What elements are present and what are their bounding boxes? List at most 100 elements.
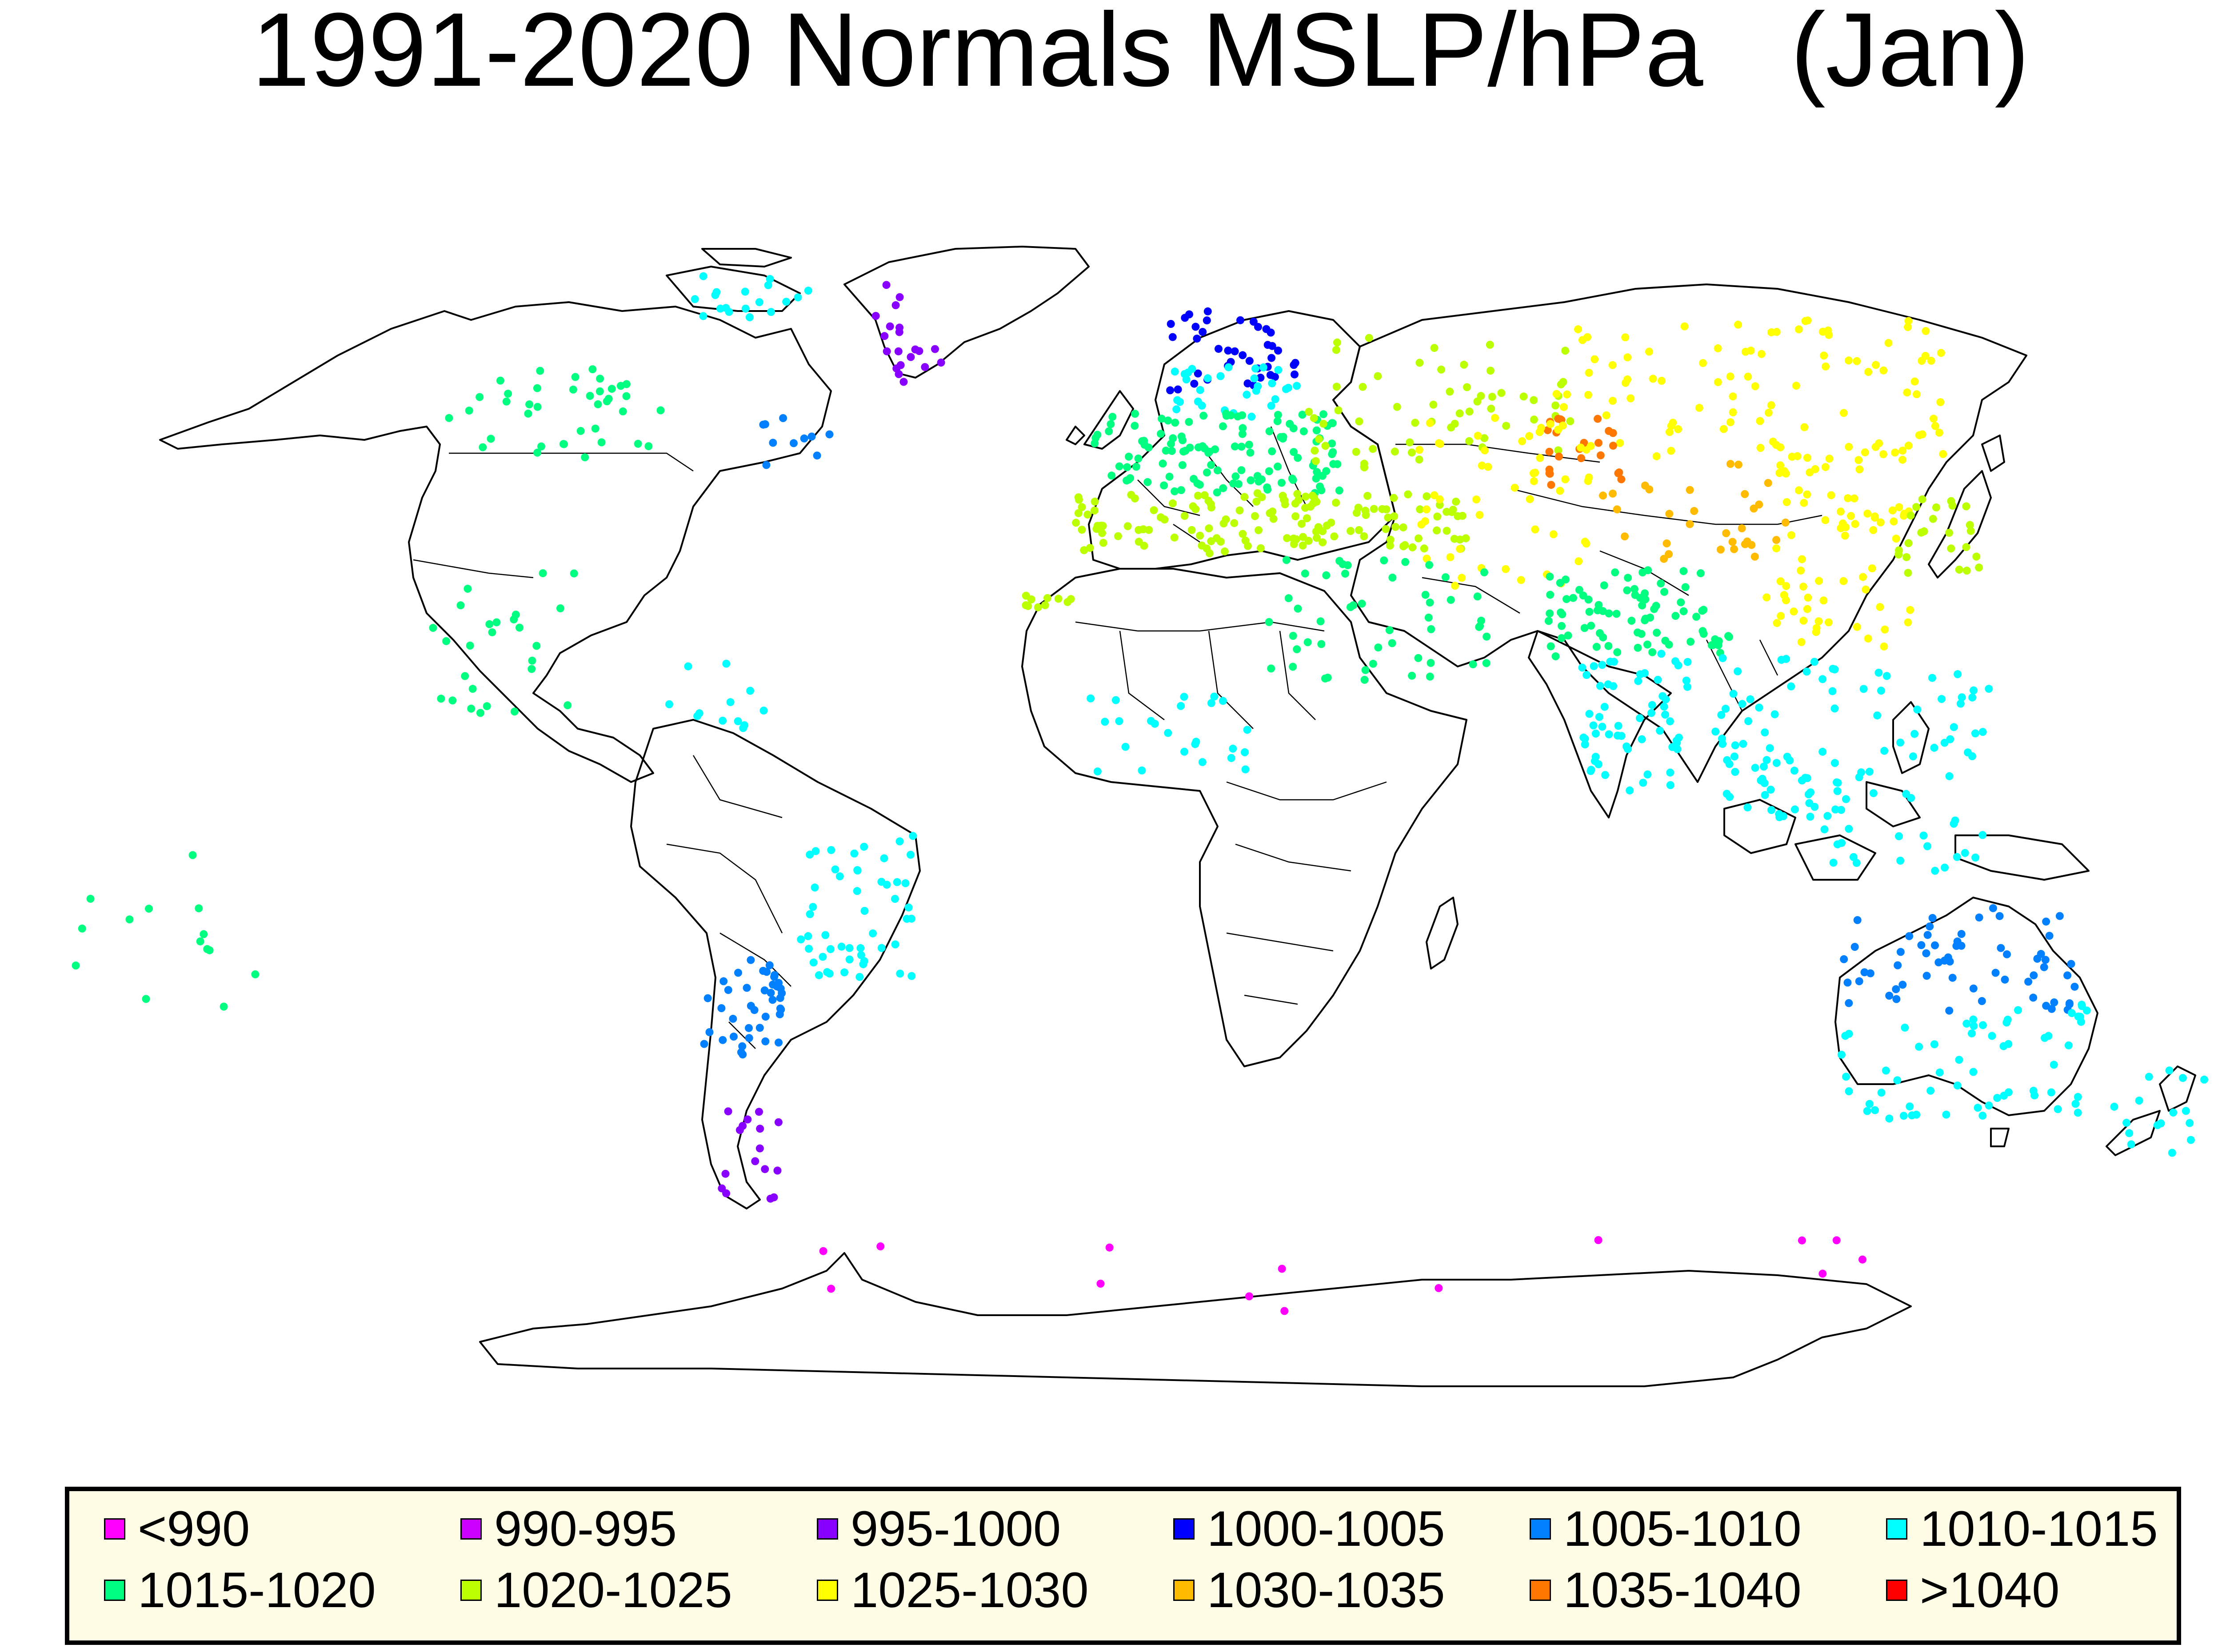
station-marker — [869, 929, 877, 938]
legend-swatch — [1530, 1580, 1551, 1601]
station-marker — [1416, 505, 1424, 514]
station-marker — [1843, 978, 1852, 987]
station-marker — [1167, 320, 1175, 328]
station-marker — [502, 397, 511, 406]
station-marker — [1995, 912, 2004, 920]
station-marker — [1858, 1255, 1866, 1264]
station-marker — [1480, 446, 1489, 455]
station-marker — [767, 308, 775, 316]
legend-label: <990 — [138, 1501, 250, 1556]
station-marker — [1951, 816, 1959, 825]
station-marker — [1604, 680, 1612, 689]
station-marker — [533, 384, 541, 392]
station-marker — [1962, 567, 1971, 575]
station-marker — [716, 304, 724, 313]
station-marker — [1552, 390, 1561, 398]
station-marker — [1714, 344, 1722, 352]
station-marker — [1187, 526, 1196, 534]
station-marker — [1078, 526, 1086, 534]
station-marker — [1969, 1068, 1978, 1076]
station-marker — [882, 281, 891, 289]
station-marker — [196, 937, 204, 946]
station-marker — [747, 1002, 755, 1010]
station-marker — [1406, 438, 1414, 447]
station-marker — [1967, 1029, 1976, 1037]
station-marker — [759, 706, 768, 715]
station-marker — [1803, 316, 1812, 325]
station-marker — [1204, 449, 1213, 457]
station-marker — [1968, 752, 1976, 760]
station-marker — [1621, 333, 1630, 342]
station-marker — [1555, 452, 1563, 461]
station-marker — [819, 1247, 827, 1255]
station-marker — [1955, 566, 1963, 574]
station-marker — [2014, 1006, 2022, 1014]
station-marker — [1556, 487, 1564, 495]
station-marker — [1731, 741, 1739, 750]
station-marker — [72, 962, 80, 970]
station-marker — [607, 385, 616, 393]
station-marker — [1443, 527, 1451, 535]
station-marker — [1895, 832, 1903, 840]
station-marker — [1818, 747, 1827, 756]
station-marker — [1612, 610, 1621, 618]
station-marker — [1782, 655, 1790, 663]
legend-swatch — [817, 1580, 838, 1601]
station-marker — [1926, 1086, 1935, 1095]
station-marker — [1585, 473, 1593, 482]
station-marker — [1160, 481, 1168, 490]
station-marker — [1595, 439, 1603, 447]
station-marker — [1332, 499, 1340, 507]
station-marker — [1546, 420, 1555, 428]
station-marker — [1917, 941, 1926, 950]
legend-item: >1040 — [1886, 1565, 2060, 1615]
station-marker — [1543, 426, 1552, 435]
station-marker — [1941, 863, 1949, 872]
station-marker — [717, 1004, 726, 1012]
station-marker — [1928, 914, 1937, 922]
station-marker — [1435, 501, 1444, 509]
station-marker — [1798, 776, 1806, 785]
station-marker — [1531, 525, 1539, 534]
station-marker — [1863, 1107, 1871, 1115]
legend-label: 1015-1020 — [138, 1562, 376, 1618]
station-marker — [1728, 538, 1737, 546]
station-marker — [1898, 447, 1907, 455]
station-marker — [251, 970, 260, 978]
station-marker — [1253, 489, 1262, 498]
station-marker — [1923, 931, 1932, 939]
station-marker — [1482, 659, 1491, 667]
station-marker — [1236, 316, 1244, 324]
station-marker — [1904, 317, 1913, 325]
station-marker — [1637, 630, 1646, 638]
station-marker — [1293, 490, 1302, 498]
station-marker — [860, 957, 868, 966]
station-marker — [1663, 539, 1671, 547]
station-marker — [1871, 443, 1880, 451]
station-marker — [1319, 538, 1327, 547]
station-marker — [1803, 490, 1811, 499]
station-marker — [907, 972, 916, 980]
station-marker — [1269, 515, 1278, 523]
station-marker — [743, 984, 751, 992]
legend-item: 990-995 — [460, 1504, 677, 1554]
station-marker — [1790, 607, 1798, 616]
station-marker — [1530, 396, 1538, 404]
station-marker — [827, 846, 835, 854]
station-marker — [1885, 1114, 1894, 1123]
station-marker — [738, 1042, 747, 1050]
station-marker — [907, 850, 915, 859]
station-marker — [1638, 601, 1647, 610]
africa-borders — [1075, 621, 1387, 1005]
station-marker — [1427, 659, 1435, 667]
station-marker — [1415, 446, 1423, 454]
station-marker — [595, 387, 604, 395]
station-marker — [1804, 790, 1813, 798]
station-marker — [1150, 506, 1158, 515]
station-marker — [1196, 531, 1204, 540]
station-marker — [1328, 419, 1336, 427]
station-marker — [537, 442, 545, 451]
station-marker — [2157, 1119, 2165, 1128]
station-marker — [1776, 577, 1785, 586]
station-marker — [1316, 483, 1324, 491]
